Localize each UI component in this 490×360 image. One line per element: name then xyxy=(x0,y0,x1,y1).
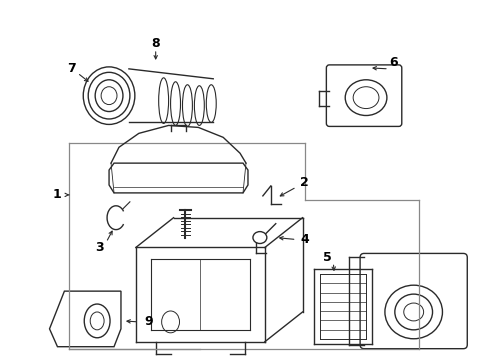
Text: 5: 5 xyxy=(323,251,332,264)
Text: 7: 7 xyxy=(67,62,76,75)
Text: 9: 9 xyxy=(145,315,153,328)
Text: 1: 1 xyxy=(52,188,61,201)
Text: 8: 8 xyxy=(151,37,160,50)
Text: 4: 4 xyxy=(300,233,309,246)
Text: 3: 3 xyxy=(95,241,103,254)
Text: 2: 2 xyxy=(300,176,309,189)
Text: 6: 6 xyxy=(390,57,398,69)
